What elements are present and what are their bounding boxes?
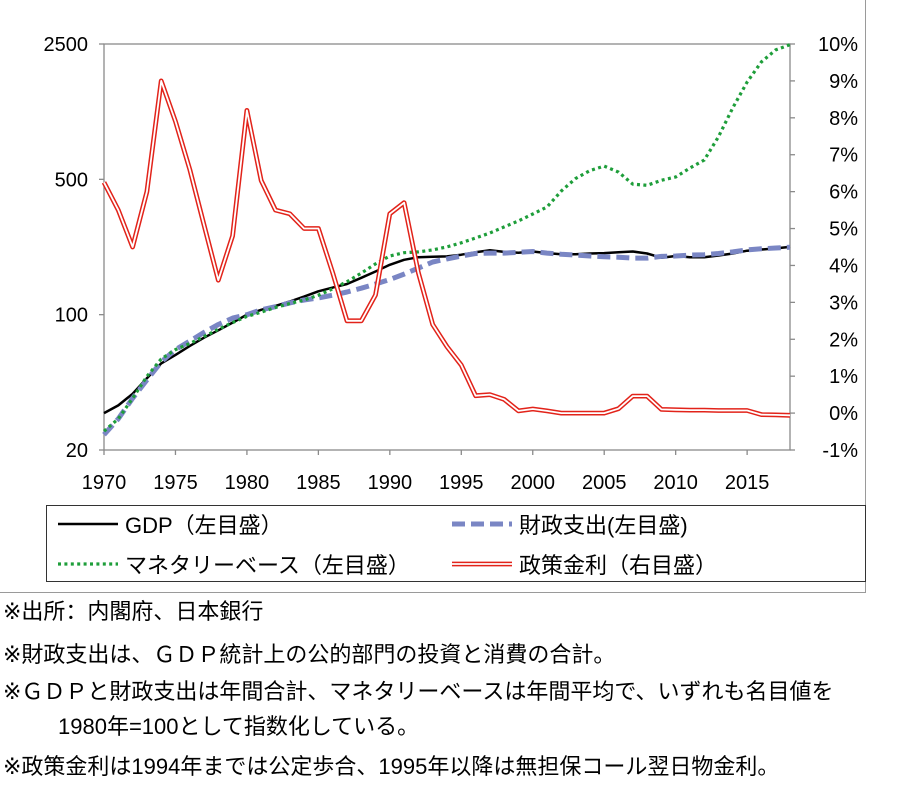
legend-swatch-gdp: [58, 522, 118, 526]
legend-swatch-policy-rate: [452, 561, 512, 567]
y-right-tick-label: 6%: [829, 182, 858, 204]
note-source: ※出所：内閣府、日本銀行: [3, 599, 264, 624]
gdp-line: [103, 245, 791, 415]
x-tick-label: 2005: [582, 472, 627, 494]
note-policy-rate: ※政策金利は1994年までは公定歩合、1995年以降は無担保コール翌日物金利。: [3, 754, 780, 779]
y-right-tick-label: 8%: [829, 108, 858, 130]
plot-area-frame: [103, 43, 791, 451]
chart-frame: [0, 0, 866, 593]
legend-swatch-monetary-base: [58, 562, 118, 566]
legend-label-policy-rate: 政策金利（右目盛）: [519, 553, 718, 578]
legend-swatch-fiscal-spending: [452, 521, 512, 527]
line-chart: 20 100 500 2500 -1% 0% 1% 2% 3% 4% 5% 6% 7% 8% 9% 10% 19…: [44, 34, 859, 494]
legend-label-fiscal-spending: 財政支出(左目盛): [519, 513, 688, 538]
fiscal-spending-line: [102, 244, 791, 437]
y-right-tick-label: 4%: [829, 255, 858, 277]
y-right-tick-label: 1%: [829, 366, 858, 388]
x-tick-label: 1975: [153, 472, 198, 494]
legend-item-policy-rate: 政策金利（右目盛）: [451, 549, 717, 579]
y-right-tick-label: 3%: [829, 292, 858, 314]
legend-item-fiscal-spending: 財政支出(左目盛): [451, 509, 688, 539]
x-tick-label: 1995: [439, 472, 484, 494]
x-tick-label: 2000: [511, 472, 556, 494]
legend-label-gdp: GDP（左目盛）: [125, 513, 283, 538]
legend-item-gdp: GDP（左目盛）: [57, 509, 283, 539]
y-left-tick-label: 2500: [44, 34, 89, 56]
y-left-tick-label: 20: [66, 440, 88, 462]
y-right-tick-label: -1%: [822, 440, 858, 462]
note-fiscal-spending: ※財政支出は、ＧＤＰ統計上の公的部門の投資と消費の合計。: [3, 642, 616, 667]
x-tick-label: 1990: [368, 472, 413, 494]
y-right-tick-label: 10%: [818, 34, 858, 56]
x-tick-label: 1980: [225, 472, 270, 494]
x-tick-label: 1970: [82, 472, 127, 494]
note-index-line-2: 1980年=100として指数化している。: [58, 714, 420, 739]
x-tick-label: 2015: [725, 472, 770, 494]
y-right-tick-label: 2%: [829, 329, 858, 351]
note-index-line-1: ※ＧＤＰと財政支出は年間合計、マネタリーベースは年間平均で、いずれも名目値を: [3, 679, 834, 704]
y-left-tick-label: 500: [55, 169, 88, 191]
y-left-tick-label: 100: [55, 305, 88, 327]
x-tick-label: 1985: [296, 472, 341, 494]
policy-rate-line: [101, 78, 791, 418]
legend-item-monetary-base: マネタリーベース（左目盛）: [57, 549, 410, 579]
policy-rate-line-inner: [103, 80, 791, 417]
legend-label-monetary-base: マネタリーベース（左目盛）: [125, 553, 410, 578]
legend: GDP（左目盛） 財政支出(左目盛) マネタリーベース（左目盛） 政策金利（右目…: [46, 505, 866, 582]
y-right-tick-label: 7%: [829, 145, 858, 167]
y-right-tick-label: 5%: [829, 219, 858, 241]
y-right-tick-label: 9%: [829, 71, 858, 93]
monetary-base-line: [102, 43, 791, 433]
y-right-tick-label: 0%: [829, 403, 858, 425]
x-tick-label: 2010: [653, 472, 698, 494]
